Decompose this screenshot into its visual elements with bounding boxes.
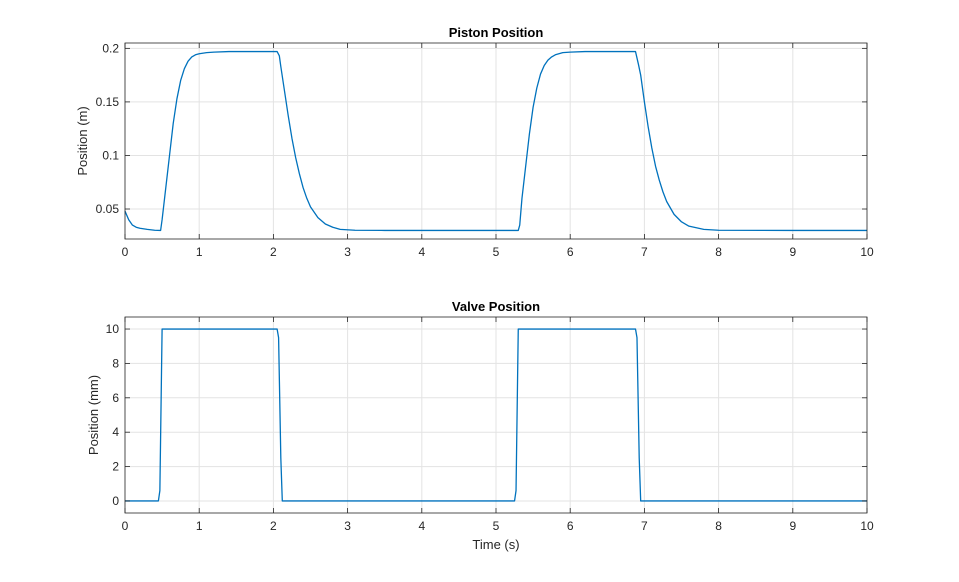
y-tick-label: 6 bbox=[112, 391, 119, 405]
y-tick-label: 0.2 bbox=[102, 41, 119, 55]
x-tick-label: 8 bbox=[715, 245, 722, 259]
x-tick-label: 7 bbox=[641, 519, 648, 533]
x-tick-label: 8 bbox=[715, 519, 722, 533]
x-tick-label: 6 bbox=[567, 245, 574, 259]
x-tick-label: 1 bbox=[196, 245, 203, 259]
x-tick-label: 5 bbox=[493, 519, 500, 533]
x-tick-label: 3 bbox=[344, 245, 351, 259]
x-tick-label: 4 bbox=[418, 245, 425, 259]
x-tick-label: 9 bbox=[789, 519, 796, 533]
x-tick-label: 3 bbox=[344, 519, 351, 533]
y-tick-label: 8 bbox=[112, 356, 119, 370]
series-line-piston bbox=[124, 50, 867, 232]
x-tick-label: 0 bbox=[122, 519, 129, 533]
y-tick-label: 4 bbox=[112, 425, 119, 439]
series-line-valve bbox=[125, 328, 867, 502]
x-tick-label: 4 bbox=[418, 519, 425, 533]
y-axis-label-piston: Position (m) bbox=[75, 106, 90, 175]
plot-area-valve: 0 1 2 3 4 5 6 7 8 9 10 0 2 4 6 8 10 bbox=[106, 316, 874, 533]
y-tick-label: 0.15 bbox=[96, 95, 120, 109]
y-tick-label: 0.05 bbox=[96, 202, 120, 216]
x-tick-label: 1 bbox=[196, 519, 203, 533]
y-axis-label-valve: Position (mm) bbox=[86, 375, 101, 455]
x-tick-label: 9 bbox=[789, 245, 796, 259]
x-tick-label: 6 bbox=[567, 519, 574, 533]
y-tick-label: 2 bbox=[112, 460, 119, 474]
plot-area-piston: 0 1 2 3 4 5 6 7 8 9 10 0.05 0.1 0.15 0.2 bbox=[96, 41, 874, 259]
y-tick-label: 0 bbox=[112, 494, 119, 508]
x-tick-label: 10 bbox=[860, 245, 874, 259]
axes-valve-position: 0 1 2 3 4 5 6 7 8 9 10 0 2 4 6 8 10 Valve Position Posit… bbox=[86, 299, 874, 552]
y-tick-label: 10 bbox=[106, 322, 120, 336]
x-tick-label: 0 bbox=[122, 245, 129, 259]
x-tick-label: 5 bbox=[493, 245, 500, 259]
chart-title-valve: Valve Position bbox=[452, 299, 540, 314]
x-tick-label: 2 bbox=[270, 519, 277, 533]
chart-title-piston: Piston Position bbox=[449, 25, 544, 40]
x-tick-label: 10 bbox=[860, 519, 874, 533]
x-tick-label: 2 bbox=[270, 245, 277, 259]
axes-piston-position: 0 1 2 3 4 5 6 7 8 9 10 0.05 0.1 0.15 0.2 Piston Positi… bbox=[75, 25, 874, 259]
x-axis-label-valve: Time (s) bbox=[472, 537, 519, 552]
x-tick-label: 7 bbox=[641, 245, 648, 259]
y-tick-label: 0.1 bbox=[102, 148, 119, 162]
